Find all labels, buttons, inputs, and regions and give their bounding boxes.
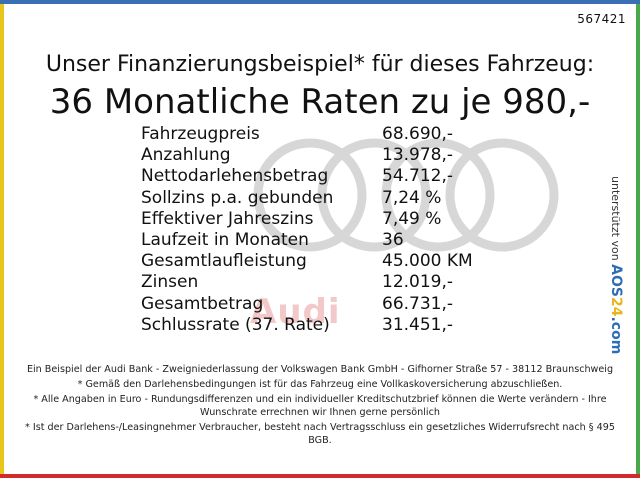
footnote-withdrawal: * Ist der Darlehens-/Leasingnehmer Verbr… (25, 422, 615, 446)
side-credit-prefix: unterstützt von (609, 176, 622, 261)
detail-value: 31.451,- (382, 314, 454, 335)
detail-value: 54.712,- (382, 166, 454, 187)
detail-value: 36 (382, 229, 404, 250)
detail-label: Sollzins p.a. gebunden (141, 187, 334, 208)
footnote-bank: Ein Beispiel der Audi Bank - Zweignieder… (26, 364, 614, 375)
footnote-insurance: * Gemäß den Darlehensbedingungen ist für… (77, 379, 563, 390)
dealer-brand-logo: AOS24.com (608, 264, 624, 355)
footnotes: Ein Beispiel der Audi Bank - Zweignieder… (20, 363, 620, 449)
detail-label: Schlussrate (37. Rate) (141, 314, 330, 335)
detail-value: 12.019,- (382, 272, 454, 293)
detail-value: 68.690,- (382, 124, 454, 144)
brand-logo-watermark: Audi (250, 292, 341, 332)
frame-right-bar (636, 4, 640, 474)
side-credit-text: unterstützt von AOS24.com (608, 176, 624, 356)
detail-label: Gesamtbetrag (141, 293, 264, 314)
reference-id: 567421 (577, 12, 626, 26)
frame-bottom-bar (0, 474, 640, 478)
monthly-rate-headline: 36 Monatliche Raten zu je 980,- (49, 82, 591, 122)
detail-value: 7,49 % (382, 208, 442, 229)
side-credit: unterstützt von AOS24.com (604, 176, 630, 356)
frame-top-bar (0, 0, 640, 4)
detail-label: Fahrzeugpreis (141, 124, 260, 144)
detail-label: Laufzeit in Monaten (141, 229, 309, 250)
detail-value: 45.000 KM (382, 251, 473, 272)
brand-rings-watermark (253, 138, 559, 252)
headline: Unser Finanzierungsbeispiel* für dieses … (45, 52, 595, 77)
frame-left-bar (0, 4, 4, 474)
detail-label: Anzahlung (141, 145, 231, 166)
detail-value: 66.731,- (382, 293, 454, 314)
detail-value: 13.978,- (382, 145, 454, 166)
footnote-amounts: * Alle Angaben in Euro - Rundungsdiffere… (33, 394, 607, 418)
detail-label: Gesamtlaufleistung (141, 251, 307, 272)
detail-label: Nettodarlehensbetrag (141, 166, 329, 187)
detail-value: 7,24 % (382, 187, 442, 208)
detail-label: Effektiver Jahreszins (141, 208, 314, 229)
detail-label: Zinsen (141, 272, 199, 293)
